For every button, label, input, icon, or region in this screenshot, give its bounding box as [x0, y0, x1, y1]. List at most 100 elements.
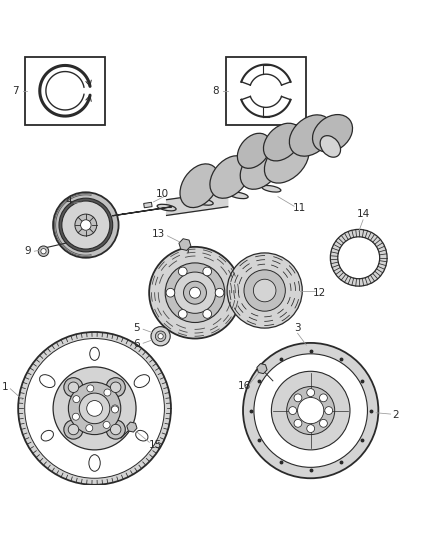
Circle shape: [215, 288, 224, 297]
Circle shape: [319, 419, 327, 427]
Circle shape: [53, 367, 136, 450]
Ellipse shape: [240, 147, 281, 189]
Circle shape: [297, 398, 324, 424]
Circle shape: [254, 354, 367, 467]
Circle shape: [165, 263, 225, 322]
Circle shape: [178, 267, 187, 276]
Bar: [144, 203, 152, 208]
Text: 5: 5: [133, 324, 140, 333]
Ellipse shape: [262, 185, 281, 192]
Circle shape: [25, 338, 164, 478]
Ellipse shape: [290, 115, 332, 156]
Text: 9: 9: [25, 246, 31, 256]
Circle shape: [104, 389, 111, 396]
Text: 14: 14: [357, 209, 370, 219]
Circle shape: [86, 425, 93, 432]
Circle shape: [166, 288, 175, 297]
Ellipse shape: [41, 430, 53, 441]
Circle shape: [73, 395, 80, 402]
Circle shape: [243, 343, 378, 478]
Circle shape: [287, 386, 335, 434]
Circle shape: [106, 420, 125, 439]
Circle shape: [38, 246, 49, 256]
Ellipse shape: [39, 375, 55, 387]
Circle shape: [158, 334, 163, 339]
Ellipse shape: [134, 375, 149, 387]
Circle shape: [338, 237, 380, 279]
Circle shape: [64, 420, 83, 439]
Circle shape: [110, 424, 121, 435]
Circle shape: [87, 385, 94, 392]
Ellipse shape: [157, 204, 176, 211]
Circle shape: [227, 253, 302, 328]
Ellipse shape: [210, 156, 250, 198]
Circle shape: [112, 406, 118, 413]
Circle shape: [289, 407, 297, 415]
Circle shape: [149, 247, 241, 338]
Circle shape: [307, 389, 314, 397]
Circle shape: [307, 425, 314, 432]
Text: 3: 3: [294, 322, 301, 333]
Circle shape: [294, 394, 302, 402]
Circle shape: [18, 332, 171, 485]
Circle shape: [106, 378, 125, 397]
Circle shape: [330, 229, 387, 286]
Ellipse shape: [194, 199, 213, 205]
Ellipse shape: [136, 430, 148, 441]
Circle shape: [254, 279, 276, 302]
Circle shape: [59, 198, 113, 252]
Circle shape: [68, 382, 121, 434]
Text: 8: 8: [212, 86, 219, 96]
Bar: [25, 57, 106, 125]
Circle shape: [272, 372, 350, 450]
Circle shape: [79, 393, 110, 424]
Circle shape: [68, 382, 79, 392]
Ellipse shape: [89, 455, 100, 471]
Circle shape: [151, 327, 170, 346]
Text: 10: 10: [155, 189, 169, 199]
Ellipse shape: [264, 123, 301, 161]
Circle shape: [112, 405, 119, 412]
Circle shape: [41, 248, 46, 254]
Circle shape: [244, 270, 285, 311]
Ellipse shape: [229, 192, 248, 199]
Bar: [226, 57, 306, 125]
Text: 11: 11: [293, 203, 307, 213]
Polygon shape: [166, 191, 228, 215]
Circle shape: [103, 422, 110, 429]
Ellipse shape: [312, 115, 353, 152]
Circle shape: [62, 201, 110, 249]
Circle shape: [294, 419, 302, 427]
Circle shape: [203, 267, 212, 276]
Ellipse shape: [320, 136, 341, 157]
Circle shape: [190, 287, 201, 298]
Circle shape: [64, 378, 83, 397]
Circle shape: [110, 382, 121, 392]
Text: 7: 7: [12, 86, 18, 96]
Text: 16: 16: [238, 381, 251, 391]
Circle shape: [184, 281, 206, 304]
Ellipse shape: [237, 133, 271, 168]
Circle shape: [81, 220, 91, 230]
Circle shape: [178, 310, 187, 318]
Circle shape: [75, 214, 97, 236]
Text: 4: 4: [65, 196, 72, 206]
Text: 13: 13: [152, 229, 165, 239]
Circle shape: [68, 424, 79, 435]
Polygon shape: [113, 207, 172, 216]
Text: 1: 1: [2, 382, 8, 392]
Circle shape: [203, 310, 212, 318]
Circle shape: [53, 192, 119, 258]
Text: 6: 6: [133, 339, 140, 349]
Ellipse shape: [265, 139, 309, 183]
Circle shape: [174, 272, 215, 313]
Text: 2: 2: [392, 410, 399, 420]
Ellipse shape: [180, 164, 219, 207]
Ellipse shape: [90, 348, 99, 360]
Circle shape: [319, 394, 327, 402]
Circle shape: [87, 400, 102, 416]
Circle shape: [325, 407, 332, 415]
Circle shape: [72, 413, 79, 420]
Circle shape: [155, 331, 166, 342]
Text: 15: 15: [149, 440, 162, 449]
